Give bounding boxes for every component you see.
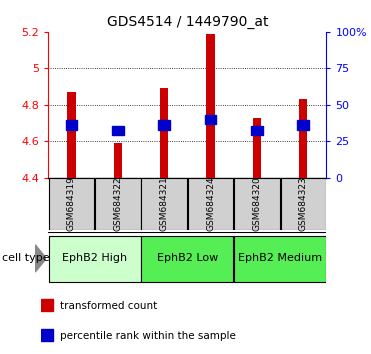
Text: EphB2 Low: EphB2 Low [157,253,218,263]
Text: GSM684324: GSM684324 [206,177,215,231]
Text: cell type: cell type [2,253,49,263]
FancyBboxPatch shape [141,236,233,282]
Bar [253,118,261,178]
FancyBboxPatch shape [280,178,326,230]
Text: percentile rank within the sample: percentile rank within the sample [60,331,236,341]
FancyBboxPatch shape [141,178,187,230]
Text: GSM684322: GSM684322 [113,177,122,231]
FancyBboxPatch shape [188,178,233,230]
Bar [251,126,263,135]
Bar [299,99,308,178]
FancyBboxPatch shape [49,178,94,230]
Bar [112,126,124,135]
Bar [41,329,53,341]
Title: GDS4514 / 1449790_at: GDS4514 / 1449790_at [106,16,268,29]
Text: EphB2 High: EphB2 High [62,253,127,263]
Polygon shape [35,245,46,272]
FancyBboxPatch shape [234,178,280,230]
Text: GSM684321: GSM684321 [160,177,169,232]
Bar [114,143,122,178]
Bar [160,88,168,178]
Text: GSM684320: GSM684320 [252,177,262,232]
Text: GSM684319: GSM684319 [67,177,76,232]
Bar [67,92,76,178]
FancyBboxPatch shape [234,236,326,282]
Bar [41,299,53,311]
Text: GSM684323: GSM684323 [299,177,308,232]
FancyBboxPatch shape [95,178,141,230]
Bar [158,120,170,130]
Text: EphB2 Medium: EphB2 Medium [238,253,322,263]
FancyBboxPatch shape [49,236,141,282]
Bar [205,115,216,124]
Bar [66,120,77,130]
Bar [298,120,309,130]
Bar [206,34,215,178]
Text: transformed count: transformed count [60,301,157,310]
